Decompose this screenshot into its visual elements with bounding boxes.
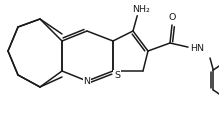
- Text: N: N: [83, 77, 90, 86]
- Text: HN: HN: [190, 44, 204, 53]
- Text: NH₂: NH₂: [132, 4, 150, 13]
- Text: S: S: [114, 71, 120, 80]
- Text: O: O: [168, 13, 176, 22]
